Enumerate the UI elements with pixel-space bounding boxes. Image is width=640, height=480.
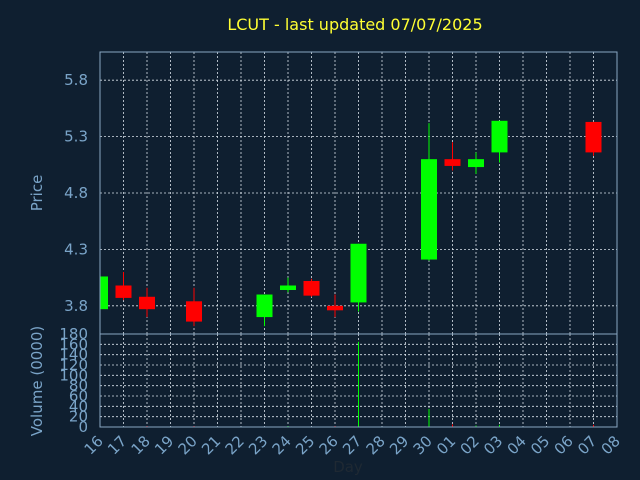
price-axis: 3.8 4.3 4.8 5.3 5.8 bbox=[64, 71, 88, 315]
candle-body bbox=[256, 294, 273, 318]
day-tick-label: 28 bbox=[363, 432, 389, 458]
day-tick-label: 16 bbox=[81, 432, 107, 458]
price-tick-label: 5.8 bbox=[64, 71, 88, 89]
day-tick-label: 24 bbox=[269, 432, 295, 458]
candle-body bbox=[585, 121, 602, 153]
candle-body bbox=[327, 305, 343, 311]
candle-body bbox=[491, 120, 508, 153]
candle-body bbox=[139, 296, 155, 310]
volume-panel-frame bbox=[99, 333, 618, 428]
chart-title: LCUT - last updated 07/07/2025 bbox=[227, 15, 482, 34]
volume-tick-label: 100 bbox=[59, 366, 88, 384]
day-tick-label: 30 bbox=[410, 432, 436, 458]
candle-body bbox=[280, 285, 296, 291]
day-tick-label: 04 bbox=[504, 432, 530, 458]
volume-tick-label: 180 bbox=[59, 325, 88, 343]
day-tick-label: 03 bbox=[480, 432, 506, 458]
volume-tick-label: 160 bbox=[59, 335, 88, 353]
volume-tick-label: 80 bbox=[69, 377, 88, 395]
candle-body bbox=[115, 285, 132, 298]
candle-body bbox=[421, 159, 437, 260]
volume-tick-label: 120 bbox=[59, 356, 88, 374]
price-axis-label: Price bbox=[28, 175, 46, 212]
volume-tick-label: 60 bbox=[69, 387, 88, 405]
volume-tick-label: 0 bbox=[78, 418, 88, 436]
day-tick-label: 07 bbox=[574, 432, 600, 458]
day-tick-label: 08 bbox=[598, 432, 624, 458]
day-tick-label: 23 bbox=[245, 432, 271, 458]
day-tick-label: 27 bbox=[339, 432, 365, 458]
day-axis: 1617181920212223242526272829300102030405… bbox=[81, 432, 624, 458]
day-tick-label: 01 bbox=[433, 432, 459, 458]
day-tick-label: 22 bbox=[222, 432, 248, 458]
day-tick-label: 20 bbox=[175, 432, 201, 458]
price-tick-label: 4.8 bbox=[64, 184, 88, 202]
candle-body bbox=[303, 280, 320, 296]
day-tick-label: 29 bbox=[386, 432, 412, 458]
volume-tick-label: 40 bbox=[69, 397, 88, 415]
candle-body bbox=[186, 301, 202, 322]
day-tick-label: 17 bbox=[104, 432, 130, 458]
day-tick-label: 06 bbox=[551, 432, 577, 458]
day-axis-label: Day bbox=[333, 458, 363, 476]
candle-body bbox=[468, 159, 484, 168]
day-tick-label: 25 bbox=[292, 432, 318, 458]
day-tick-label: 18 bbox=[128, 432, 154, 458]
price-tick-label: 5.3 bbox=[64, 128, 88, 146]
day-tick-label: 21 bbox=[198, 432, 224, 458]
candle-body bbox=[350, 243, 367, 303]
volume-tick-label: 140 bbox=[59, 346, 88, 364]
day-tick-label: 26 bbox=[316, 432, 342, 458]
candle-body bbox=[444, 159, 461, 166]
day-tick-label: 02 bbox=[457, 432, 483, 458]
volume-tick-label: 20 bbox=[69, 408, 88, 426]
day-tick-label: 19 bbox=[151, 432, 177, 458]
day-tick-label: 05 bbox=[527, 432, 553, 458]
volume-bars bbox=[99, 341, 594, 427]
price-candles bbox=[99, 120, 602, 327]
price-gridlines bbox=[99, 52, 618, 334]
candle-body bbox=[100, 276, 108, 310]
price-tick-label: 3.8 bbox=[64, 297, 88, 315]
price-tick-label: 4.3 bbox=[64, 240, 88, 258]
volume-axis-label: Volume (0000) bbox=[28, 326, 46, 436]
